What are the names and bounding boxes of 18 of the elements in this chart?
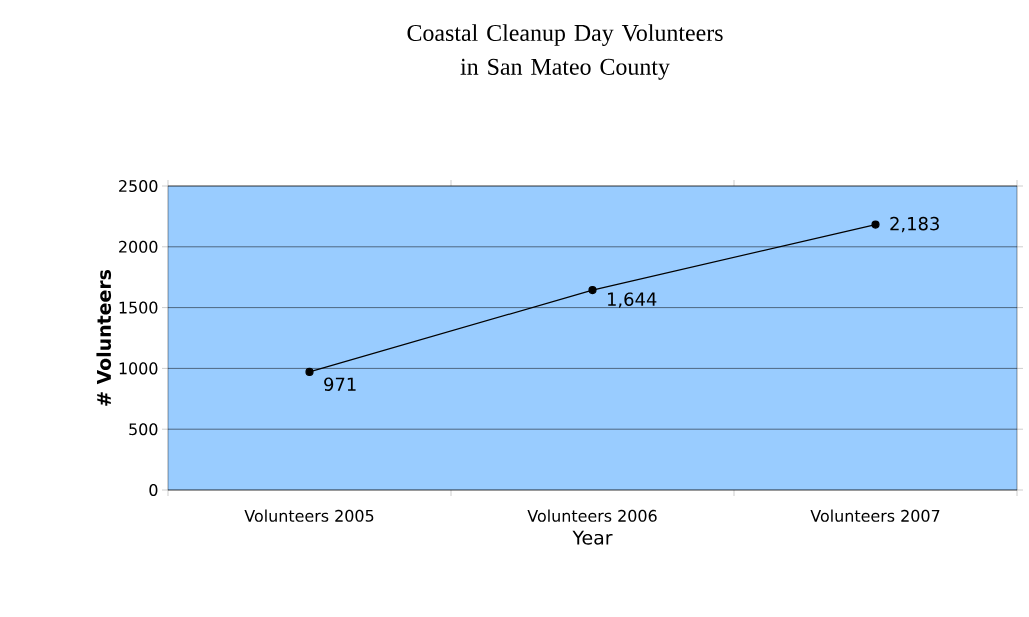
x-axis-title: Year [572,530,613,545]
y-tick-label: 1000 [119,362,158,375]
y-tick-label: 0 [149,483,158,497]
point [305,367,314,377]
y-axis-title: # Volunteers [96,269,112,406]
point [588,286,597,295]
data-label: 2,183 [890,216,939,233]
x-tick-label: Volunteers 2007 [810,509,940,522]
x-tick-label: Volunteers 2006 [527,509,657,522]
data-label: 971 [324,377,356,392]
chart-title: Coastal Cleanup Day Volunteers in San Mateo County [407,24,723,80]
y-tick-label: 2500 [119,179,158,193]
x-tick-label: Volunteers 2005 [244,509,374,522]
point [871,220,880,229]
y-tick-label: 500 [129,423,158,436]
y-tick-label: 1500 [119,301,158,314]
y-tick-label: 2000 [119,240,158,253]
data-label: 1,644 [607,292,657,308]
